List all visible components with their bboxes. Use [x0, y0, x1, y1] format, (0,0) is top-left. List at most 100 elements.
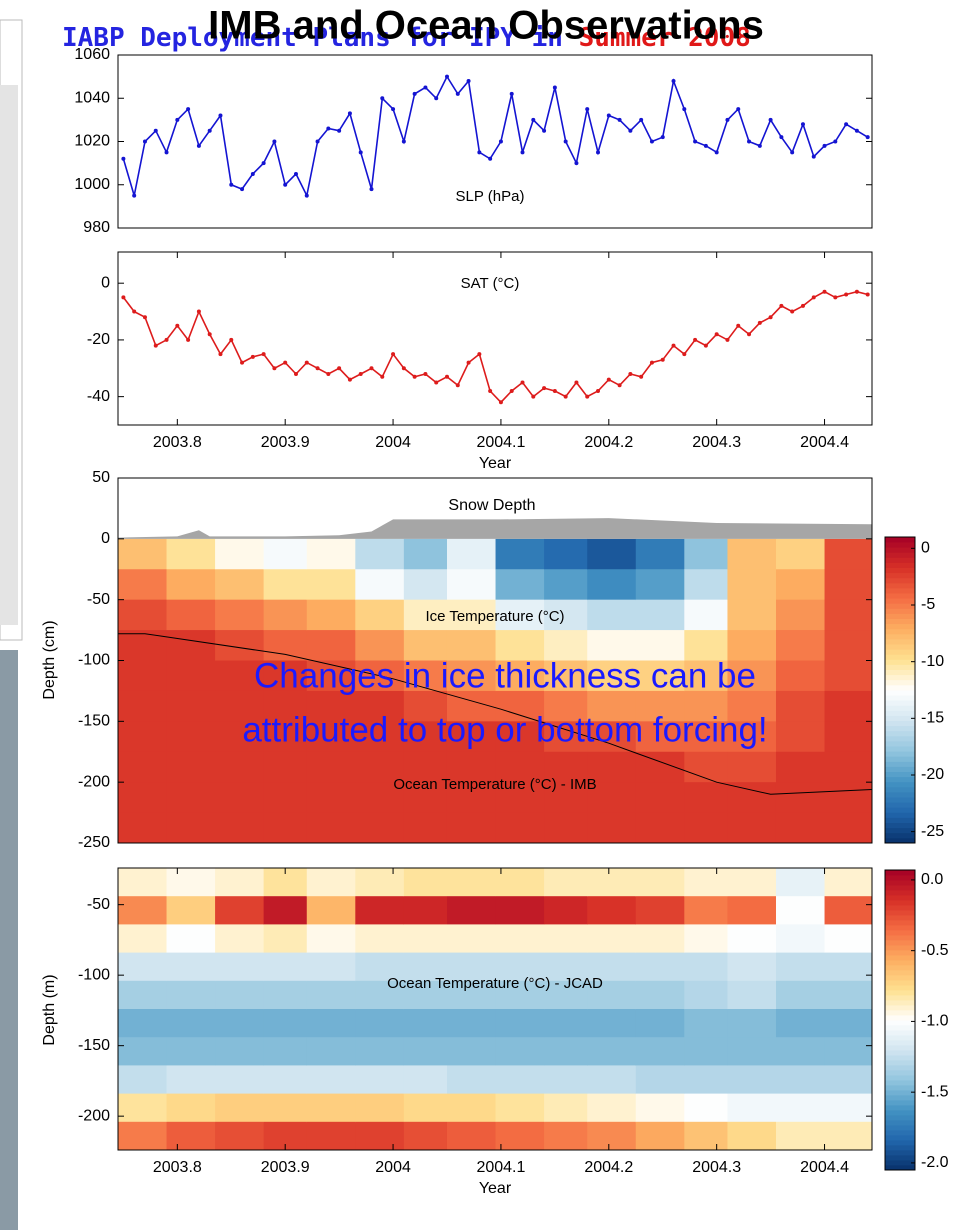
heat-cell: [684, 660, 728, 692]
heat-cell: [635, 980, 685, 1010]
colorbar-step: [885, 705, 915, 711]
heat-cell: [684, 1121, 728, 1150]
colorbar-step: [885, 975, 915, 981]
colorbar-step: [885, 1115, 915, 1121]
point: [768, 117, 773, 122]
point: [175, 117, 180, 122]
x-tick-label: 2004: [375, 1159, 411, 1176]
colorbar-step: [885, 557, 915, 563]
heat-cell: [166, 896, 216, 925]
heat-cell: [684, 1093, 728, 1123]
heat-cell: [215, 690, 265, 722]
heat-cell: [775, 924, 826, 954]
point: [671, 343, 676, 348]
colorbar-step: [885, 920, 915, 926]
heat-cell: [824, 721, 872, 753]
y-tick-label: 1040: [74, 89, 110, 106]
point: [283, 360, 288, 365]
heat-cell: [355, 980, 405, 1010]
heat-cell: [775, 980, 826, 1010]
colorbar-step: [885, 766, 915, 772]
heat-cell: [635, 868, 685, 897]
heat-cell: [403, 599, 448, 631]
point: [142, 139, 147, 144]
heat-cell: [775, 1037, 826, 1066]
heat-cell: [587, 782, 637, 814]
colorbar-step: [885, 797, 915, 803]
heat-cell: [495, 1037, 545, 1066]
heat-cell: [587, 660, 637, 692]
series-line: [122, 290, 868, 404]
point: [423, 85, 428, 90]
heat-cell: [215, 1065, 265, 1095]
heat-cell: [263, 721, 308, 753]
point: [682, 107, 687, 112]
point: [552, 85, 557, 90]
x-tick-label: 2004.1: [476, 1159, 525, 1176]
colorbar-step: [885, 1150, 915, 1156]
colorbar-step: [885, 1040, 915, 1046]
colorbar-step: [885, 720, 915, 727]
colorbar-step: [885, 1020, 915, 1026]
heat-cell: [446, 782, 497, 814]
heat-cell: [215, 952, 265, 982]
heat-cell: [495, 660, 545, 692]
heat-cell: [727, 1009, 777, 1038]
heat-cell: [306, 569, 356, 601]
colorbar-step: [885, 960, 915, 966]
heat-cell: [446, 868, 497, 897]
colorbar-step: [885, 715, 915, 721]
heat-cell: [544, 751, 588, 783]
heat-cell: [684, 569, 728, 601]
colorbar-step: [885, 659, 915, 665]
point: [315, 139, 320, 144]
heat-cell: [544, 868, 588, 897]
y-tick-label: 0: [101, 530, 110, 547]
slide-heading-highlight: Summer 2008: [579, 23, 751, 53]
point: [822, 289, 827, 294]
heat-cell: [118, 660, 168, 692]
colorbar-step: [885, 598, 915, 604]
colorbar-step: [885, 895, 915, 901]
heat-cell: [215, 980, 265, 1010]
heat-cell: [215, 1121, 265, 1150]
heat-cell: [215, 1093, 265, 1123]
point: [736, 323, 741, 328]
point: [391, 352, 396, 357]
point: [606, 377, 611, 382]
heat-cell: [684, 690, 728, 722]
colorbar-step: [885, 1105, 915, 1111]
y-tick-label: 0: [101, 274, 110, 291]
point: [811, 154, 816, 159]
heat-cell: [495, 812, 545, 843]
heat-cell: [118, 690, 168, 722]
colorbar-step: [885, 837, 915, 844]
colorbar-step: [885, 618, 915, 625]
point: [747, 139, 752, 144]
x-tick-label: 2003.9: [261, 1159, 310, 1176]
heat-cell: [263, 569, 308, 601]
heat-cell: [263, 630, 308, 661]
point: [347, 377, 352, 382]
heat-cell: [824, 812, 872, 843]
heat-cell: [824, 660, 872, 692]
heat-cell: [263, 896, 308, 925]
heat-cell: [544, 1037, 588, 1066]
heat-cell: [166, 980, 216, 1010]
point: [520, 380, 525, 385]
point: [261, 352, 266, 357]
snow-area: [118, 518, 872, 539]
heat-cell: [495, 868, 545, 897]
x-tick-label: 2003.8: [153, 1159, 202, 1176]
point: [542, 128, 547, 133]
colorbar-step: [885, 935, 915, 941]
heat-cell: [587, 751, 637, 783]
heat-cell: [306, 952, 356, 982]
colorbar-step: [885, 827, 915, 834]
heat-cell: [215, 868, 265, 897]
colorbar-step: [885, 669, 915, 676]
heat-cell: [587, 1121, 637, 1150]
heat-cell: [355, 630, 405, 661]
heat-cell: [824, 980, 872, 1010]
point: [617, 117, 622, 122]
